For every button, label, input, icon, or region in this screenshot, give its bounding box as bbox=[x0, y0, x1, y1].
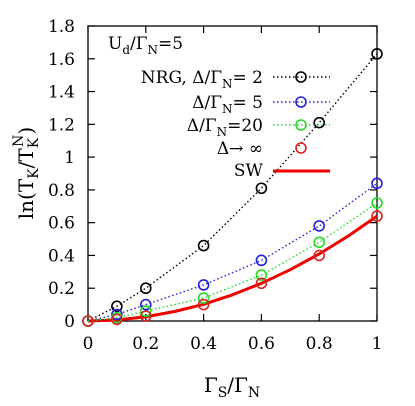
y-tick-label: 1.8 bbox=[48, 17, 75, 37]
data-point-series-1 bbox=[197, 279, 210, 291]
legend-marker-delta-5 bbox=[295, 96, 307, 108]
y-tick-label: 1 bbox=[64, 148, 75, 168]
data-point-series-3 bbox=[313, 249, 326, 262]
y-tick-label: 0.6 bbox=[48, 214, 75, 234]
data-point-series-1 bbox=[140, 298, 152, 311]
y-tick-label: 0 bbox=[64, 312, 75, 332]
data-point-series-0 bbox=[111, 300, 123, 313]
data-point-series-1 bbox=[111, 308, 123, 321]
legend-label-delta-20: Δ/ΓN=20 bbox=[187, 116, 263, 139]
legend-label-nrg-2: NRG, Δ/ΓN= 2 bbox=[141, 68, 263, 91]
legend: NRG, Δ/ΓN= 2 Δ/ΓN= 5 Δ/ΓN=20 Δ→ ∞ SW bbox=[141, 68, 330, 181]
x-tick-labels: 0 0.2 0.4 0.6 0.8 1 bbox=[83, 334, 383, 354]
data-point-series-3 bbox=[371, 210, 383, 222]
data-point-series-2 bbox=[255, 269, 268, 281]
x-tick-label: 0.8 bbox=[306, 334, 333, 354]
data-point-series-0 bbox=[371, 48, 383, 60]
data-point-series-2 bbox=[140, 305, 152, 317]
y-tick-labels: 0 0.2 0.4 0.6 0.8 1 1.2 1.4 1.6 1.8 bbox=[48, 17, 75, 332]
x-tick-label: 1 bbox=[372, 334, 383, 354]
series-line-2 bbox=[87, 202, 378, 322]
series-line-0 bbox=[87, 53, 378, 322]
y-tick-label: 1.6 bbox=[48, 50, 75, 70]
data-point-series-1 bbox=[371, 177, 383, 190]
series-line-sw bbox=[87, 214, 378, 323]
legend-label-sw: SW bbox=[234, 161, 264, 181]
y-tick-label: 1.4 bbox=[48, 83, 75, 103]
data-point-series-3 bbox=[111, 313, 123, 326]
x-tick-label: 0.6 bbox=[248, 334, 275, 354]
data-point-series-3 bbox=[197, 298, 210, 311]
series-layer bbox=[82, 48, 383, 327]
legend-marker-delta-inf bbox=[295, 142, 307, 154]
series-line-1 bbox=[87, 182, 378, 322]
x-tick-label: 0 bbox=[83, 334, 94, 354]
data-point-series-2 bbox=[197, 292, 210, 304]
data-point-series-2 bbox=[371, 197, 383, 209]
legend-label-delta-inf: Δ→ ∞ bbox=[217, 139, 263, 159]
data-point-series-3 bbox=[255, 277, 268, 290]
data-point-series-3 bbox=[140, 310, 152, 322]
y-tick-label: 0.4 bbox=[48, 246, 75, 266]
x-axis-label: ΓS/ΓN bbox=[204, 373, 260, 401]
y-axis-label: ln(TK/TKN) bbox=[11, 127, 42, 220]
x-tick-label: 0.4 bbox=[190, 334, 217, 354]
legend-label-delta-5: Δ/ΓN= 5 bbox=[192, 93, 263, 116]
data-point-series-3 bbox=[82, 315, 94, 327]
plot-frame bbox=[87, 25, 378, 322]
y-tick-label: 0.2 bbox=[48, 279, 75, 299]
data-point-series-2 bbox=[313, 236, 326, 249]
y-tick-label: 0.8 bbox=[48, 181, 75, 201]
data-point-series-0 bbox=[197, 239, 210, 252]
legend-marker-delta-20 bbox=[295, 119, 307, 131]
data-point-series-0 bbox=[255, 182, 268, 195]
y-tick-label: 1.2 bbox=[48, 115, 75, 135]
data-point-series-0 bbox=[140, 282, 152, 295]
annotation-text: Ud/ΓN=5 bbox=[108, 34, 183, 57]
data-point-series-1 bbox=[313, 220, 326, 232]
x-tick-label: 0.2 bbox=[132, 334, 159, 354]
legend-marker-nrg-2 bbox=[295, 71, 307, 83]
data-point-series-0 bbox=[313, 116, 326, 129]
data-point-series-1 bbox=[255, 254, 268, 267]
